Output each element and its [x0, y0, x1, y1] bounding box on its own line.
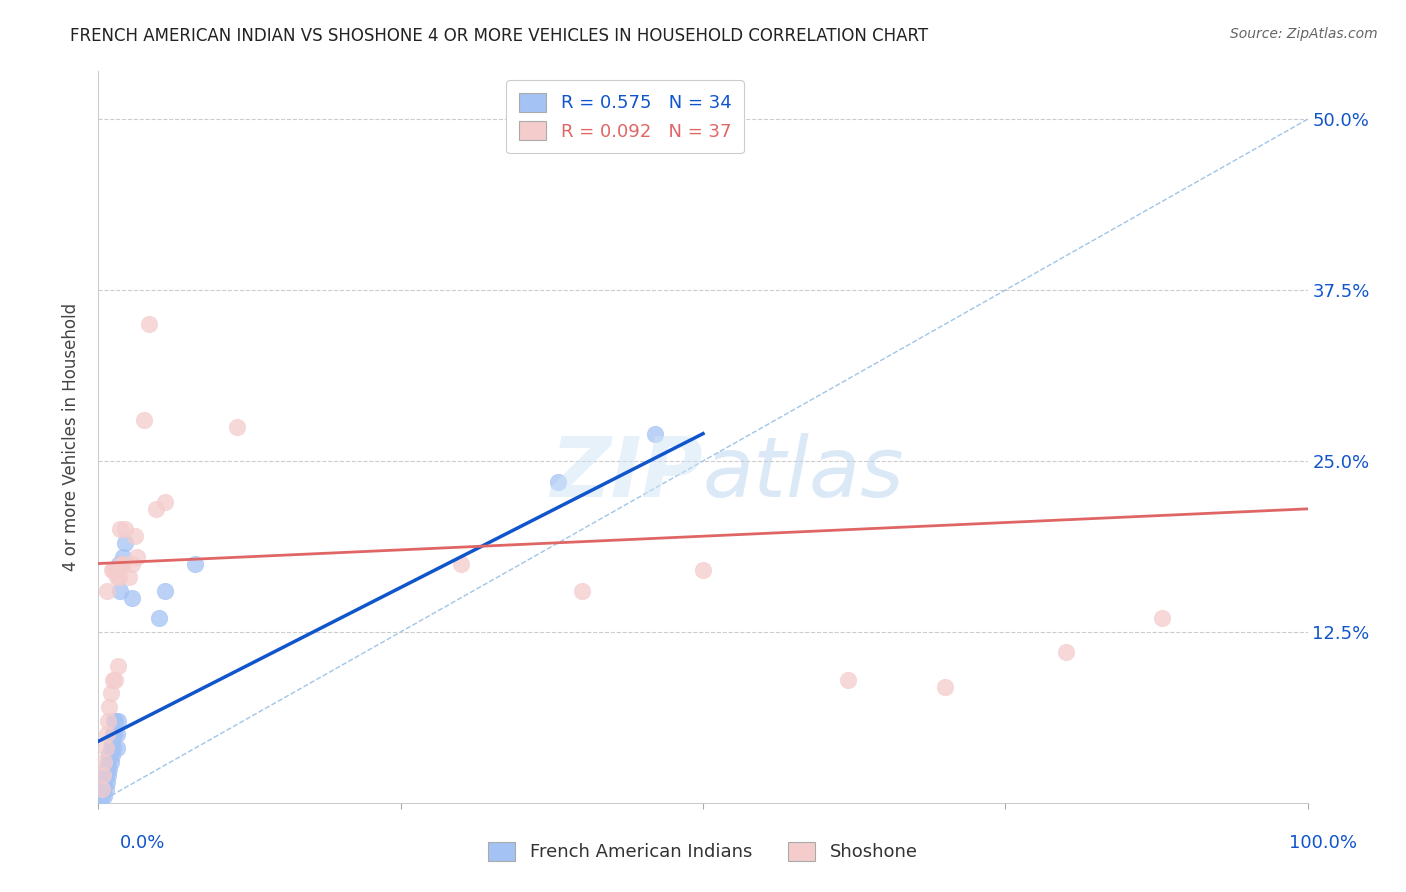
Point	[100, 734, 122, 748]
Point	[450, 557, 472, 571]
Point	[547, 475, 569, 489]
Text: atlas: atlas	[703, 434, 904, 514]
Point	[104, 714, 127, 728]
Legend: R = 0.575   N = 34, R = 0.092   N = 37: R = 0.575 N = 34, R = 0.092 N = 37	[506, 80, 744, 153]
Point	[91, 789, 114, 803]
Point	[107, 659, 129, 673]
Point	[96, 762, 118, 776]
Point	[138, 318, 160, 332]
Point	[121, 591, 143, 605]
Point	[1054, 645, 1077, 659]
Point	[91, 782, 114, 797]
Point	[97, 755, 120, 769]
Point	[226, 420, 249, 434]
Point	[107, 714, 129, 728]
Point	[100, 686, 122, 700]
Point	[111, 557, 134, 571]
Point	[94, 741, 117, 756]
Point	[145, 501, 167, 516]
Point	[127, 549, 149, 564]
Point	[96, 727, 118, 741]
Point	[114, 536, 136, 550]
Text: 0.0%: 0.0%	[120, 834, 165, 852]
Point	[571, 583, 593, 598]
Point	[94, 768, 117, 782]
Point	[98, 762, 121, 776]
Point	[1152, 611, 1174, 625]
Point	[153, 495, 176, 509]
Text: FRENCH AMERICAN INDIAN VS SHOSHONE 4 OR MORE VEHICLES IN HOUSEHOLD CORRELATION C: FRENCH AMERICAN INDIAN VS SHOSHONE 4 OR …	[70, 27, 928, 45]
Point	[93, 789, 115, 803]
Point	[103, 563, 125, 577]
Point	[692, 563, 714, 577]
Point	[837, 673, 859, 687]
Point	[98, 747, 121, 762]
Point	[153, 583, 176, 598]
Point	[91, 782, 114, 797]
Point	[108, 583, 131, 598]
Text: Source: ZipAtlas.com: Source: ZipAtlas.com	[1230, 27, 1378, 41]
Point	[97, 768, 120, 782]
Point	[96, 583, 118, 598]
Point	[121, 557, 143, 571]
Point	[105, 570, 128, 584]
Point	[100, 755, 122, 769]
Point	[108, 570, 131, 584]
Point	[148, 611, 170, 625]
Point	[98, 700, 121, 714]
Point	[184, 557, 207, 571]
Point	[934, 680, 956, 694]
Point	[124, 529, 146, 543]
Point	[108, 557, 131, 571]
Point	[94, 782, 117, 797]
Point	[111, 549, 134, 564]
Point	[110, 557, 132, 571]
Y-axis label: 4 or more Vehicles in Household: 4 or more Vehicles in Household	[62, 303, 80, 571]
Point	[114, 522, 136, 536]
Point	[105, 741, 128, 756]
Point	[103, 714, 125, 728]
Point	[97, 714, 120, 728]
Text: 100.0%: 100.0%	[1289, 834, 1357, 852]
Legend: French American Indians, Shoshone: French American Indians, Shoshone	[474, 828, 932, 876]
Point	[118, 570, 141, 584]
Point	[91, 768, 114, 782]
Point	[105, 727, 128, 741]
Point	[103, 727, 125, 741]
Point	[93, 775, 115, 789]
Point	[101, 727, 124, 741]
Point	[93, 755, 115, 769]
Point	[134, 413, 156, 427]
Point	[644, 426, 666, 441]
Point	[100, 563, 122, 577]
Point	[104, 673, 127, 687]
Point	[108, 522, 131, 536]
Point	[101, 673, 124, 687]
Point	[101, 741, 124, 756]
Point	[100, 741, 122, 756]
Text: ZIP: ZIP	[550, 434, 703, 514]
Point	[100, 747, 122, 762]
Point	[105, 563, 128, 577]
Point	[96, 775, 118, 789]
